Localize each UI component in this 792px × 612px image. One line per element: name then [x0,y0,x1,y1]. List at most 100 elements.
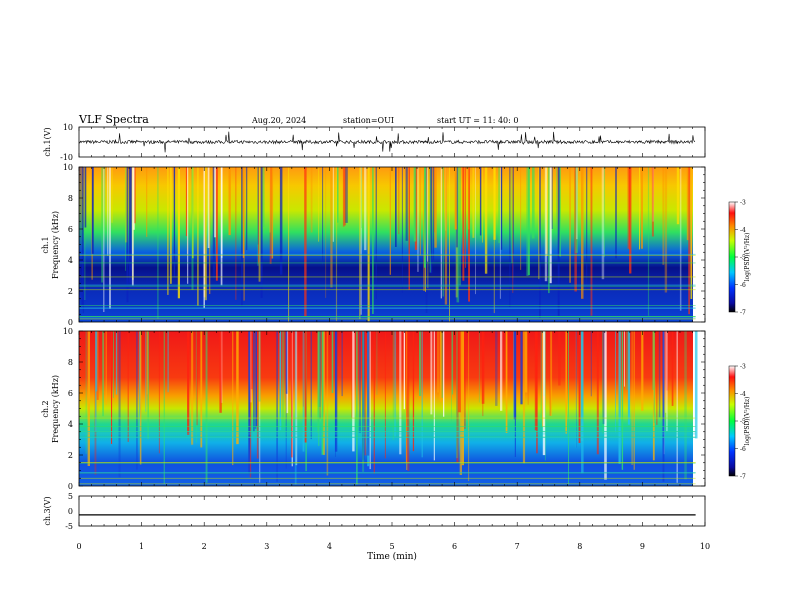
spectrogram-streak [430,331,433,415]
x-tick-label: 9 [640,542,645,551]
spectrogram-streak [163,331,165,484]
spectrogram-streak [443,331,445,417]
ch1-spectrogram-tick-label: 10 [63,163,73,172]
spectrogram-streak [394,331,397,437]
spectrogram-streak [495,331,498,406]
spectrogram-streak [467,167,470,230]
spectrogram-streak [169,167,172,284]
spectrogram-streak [102,331,104,417]
spectrogram-streak [134,167,136,224]
spectrogram-streak [248,331,251,474]
ch1-waveform-panel: 10 -10 ch.1(V) [43,123,706,162]
spectrogram-streak [456,167,460,303]
spectrogram-line [79,431,696,432]
spectrogram-streak [177,167,180,299]
spectrogram-line [79,437,696,438]
ch3-waveform-tick-top: 5 [68,492,73,501]
spectrogram-streak [441,331,443,398]
ch1-spectrogram-tick-label: 6 [68,225,73,234]
spectrogram-streak [85,331,87,454]
spectrogram-line [79,417,696,419]
spectrogram-streak [325,167,327,298]
spectrogram-streak [111,167,113,223]
spectrogram-streak [195,331,197,443]
spectrogram-streak [604,331,607,480]
spectrogram-streak [191,331,194,445]
spectrogram-streak [405,167,408,241]
spectrogram-streak [468,331,470,481]
spectrogram-streak [317,331,319,433]
spectrogram-streak [257,167,259,266]
spectrogram-streak [157,167,159,319]
ch2-spectrogram-streaks [85,331,698,485]
spectrogram-streak [627,331,631,425]
spectrogram-streak [534,331,537,431]
spectrogram-streak [197,167,199,306]
ch1-waveform-tick-bottom: -10 [60,153,73,162]
spectrogram-streak [424,167,426,268]
spectrogram-streak [250,331,253,390]
spectrogram-streak [255,331,257,427]
x-tick-label: 3 [264,542,269,551]
spectrogram-streak [653,331,655,423]
spectrogram-streak [95,331,97,432]
spectrogram-streak [145,331,147,412]
spectrogram-line [79,276,696,278]
spectrogram-streak [310,331,312,440]
spectrogram-streak [321,331,324,455]
spectrogram-line [79,284,696,286]
spectrogram-streak [256,331,259,459]
ch1-spectrogram-tick-label: 8 [68,194,73,203]
spectrogram-streak [345,167,348,223]
spectrogram-streak [260,167,263,298]
spectrogram-streak [412,331,415,452]
spectrogram-line [79,317,696,319]
ch1-colorbar-tick-label: -4 [740,227,746,234]
spectrogram-streak [493,167,495,314]
spectrogram-streak [342,167,345,227]
x-axis-label: Time (min) [367,551,417,562]
spectrogram-line [79,462,696,463]
spectrogram-streak [351,331,353,418]
spectrogram-streak [337,167,339,223]
spectrogram-streak [232,331,234,466]
spectrogram-streak [203,167,205,309]
spectrogram-streak [444,167,448,305]
ch1-spectrogram-tick-label: 4 [68,256,73,265]
spectrogram-streak [269,167,272,264]
spectrogram-streak [384,331,386,459]
spectrogram-streak [376,331,378,395]
spectrogram-streak [456,331,458,459]
ch1-colorbar [728,201,736,313]
spectrogram-streak [399,331,402,455]
spectrogram-streak [568,331,569,484]
spectrogram-line [79,253,696,255]
ch1-spectrogram-lines [79,253,696,320]
spectrogram-streak [103,167,105,312]
spectrogram-streak [550,331,553,416]
spectrogram-streak [505,331,508,433]
spectrogram-streak [576,167,578,240]
spectrogram-streak [318,331,321,407]
spectrogram-line [79,262,696,264]
x-tick-label: 2 [202,542,207,551]
spectrogram-streak [167,331,169,393]
spectrogram-streak [581,167,584,299]
spectrogram-streak [520,167,522,270]
spectrogram-streak [288,167,290,322]
spectrogram-streak [209,167,211,294]
spectrogram-streak [302,331,304,407]
spectrogram-streak [84,167,86,300]
spectrogram-streak [291,331,293,458]
spectrogram-streak [136,331,138,470]
spectrogram-streak [590,331,592,397]
spectrogram-streak [556,167,558,233]
spectrogram-streak [419,167,421,256]
ch1-spectrogram-tick-label: 0 [68,318,73,327]
spectrogram-streak [249,331,252,403]
spectrogram-streak [429,167,432,273]
spectrogram-streak [665,331,667,413]
spectrogram-streak [684,331,687,480]
spectrogram-streak [192,167,194,259]
spectrogram-streak [191,167,194,290]
